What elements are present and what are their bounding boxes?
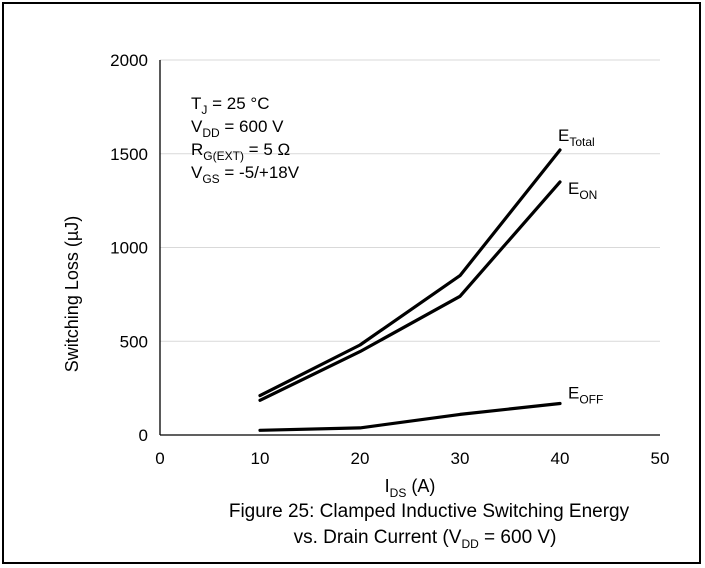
condition-line: RG(EXT) = 5 Ω	[191, 140, 290, 163]
series-label-e-off: EOFF	[568, 384, 603, 407]
y-tick-label: 0	[139, 426, 148, 445]
x-tick-label: 30	[451, 449, 470, 468]
series-label-e-on: EON	[568, 179, 597, 202]
condition-line: VDD = 600 V	[191, 117, 284, 140]
x-axis-label: IDS (A)	[385, 476, 436, 500]
y-tick-label: 500	[120, 332, 148, 351]
x-tick-label: 0	[155, 449, 164, 468]
condition-line: VGS = -5/+18V	[191, 163, 300, 186]
figure-caption-line2: vs. Drain Current (VDD = 600 V)	[294, 527, 557, 551]
y-tick-label: 1500	[110, 145, 148, 164]
x-tick-label: 40	[551, 449, 570, 468]
figure-caption-line1: Figure 25: Clamped Inductive Switching E…	[229, 501, 630, 522]
x-tick-label: 50	[651, 449, 670, 468]
x-tick-label: 10	[251, 449, 270, 468]
x-tick-label: 20	[351, 449, 370, 468]
series-label-e-total: ETotal	[558, 126, 595, 149]
condition-line: TJ = 25 °C	[191, 94, 269, 117]
y-tick-label: 2000	[110, 51, 148, 70]
y-tick-label: 1000	[110, 239, 148, 258]
series-line-e-on	[258, 180, 562, 402]
series-line-e-total	[258, 148, 562, 398]
y-axis-label: Switching Loss (µJ)	[62, 216, 82, 372]
series-line-e-off	[258, 401, 562, 432]
